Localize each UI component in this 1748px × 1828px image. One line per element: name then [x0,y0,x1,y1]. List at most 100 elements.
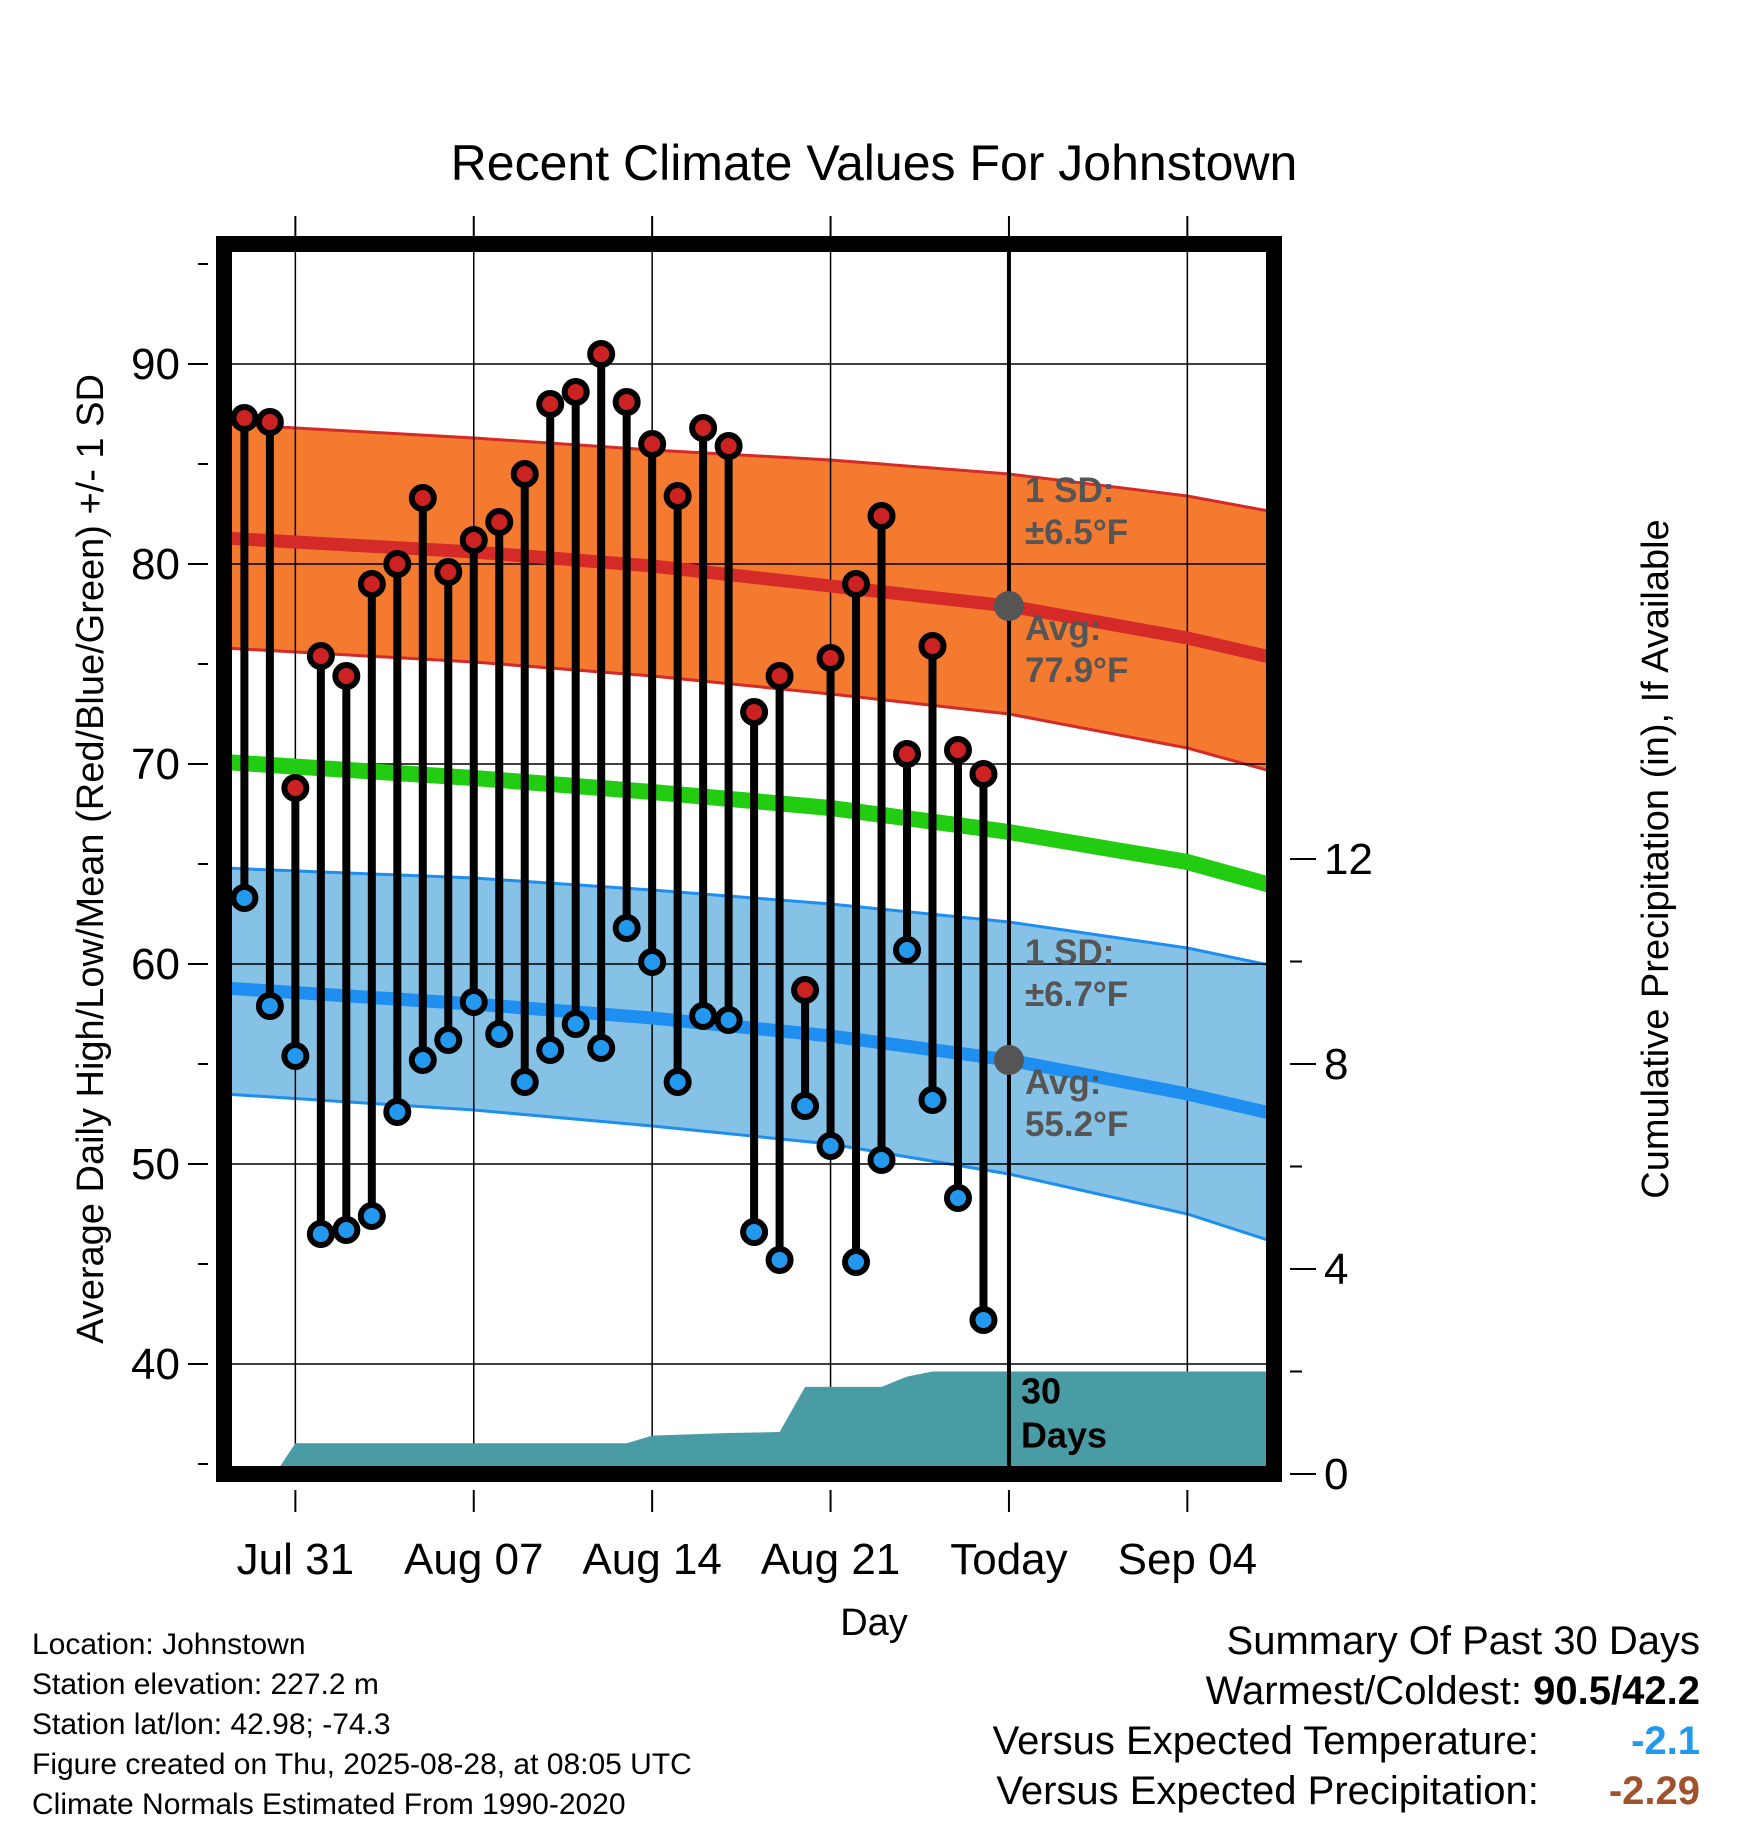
high-marker-day-2 [255,408,284,436]
high-marker-day-29 [943,736,972,764]
low-avg-label: Avg: [1025,1063,1101,1102]
low-marker-day-11 [485,1020,514,1048]
high-marker-day-8 [408,484,437,512]
y2-tick-label-0: 0 [1324,1450,1348,1499]
high-sd-value: ±6.5°F [1025,513,1128,552]
high-marker-day-7 [383,550,412,578]
low-marker-day-6 [357,1202,386,1230]
low-marker-day-27 [893,936,922,964]
high-marker-day-13 [536,390,565,418]
x-tick-label-31: Today [950,1535,1067,1584]
y2-tick-label-4: 4 [1324,1245,1348,1294]
y-axis-label: Average Daily High/Low/Mean (Red/Blue/Gr… [70,374,112,1344]
low-marker-day-25 [842,1248,871,1276]
high-avg-dot [993,591,1024,621]
station-metadata: Location: Johnstown Station elevation: 2… [32,1625,692,1825]
y-tick-label-90: 90 [131,340,180,389]
high-marker-day-6 [357,570,386,598]
low-marker-day-18 [663,1068,692,1096]
x-tick-label-3: Jul 31 [237,1535,354,1584]
warm-cold-value: 90.5/42.2 [1533,1669,1700,1713]
high-marker-day-1 [230,404,259,432]
high-marker-day-23 [791,976,820,1004]
daily-stems [240,354,988,1320]
axis-ticks: 40 50 60 70 80 90 0 4 8 12 Jul 31 Aug 07 Aug 14 Aug 2… [131,216,1373,1584]
high-marker-day-19 [689,414,718,442]
low-marker-day-5 [332,1216,361,1244]
low-marker-day-19 [689,1002,718,1030]
low-marker-day-10 [459,988,488,1016]
low-marker-day-13 [536,1036,565,1064]
y2-tick-label-12: 12 [1324,835,1373,884]
low-marker-day-26 [867,1146,896,1174]
x-tick-label-38: Sep 04 [1118,1535,1257,1584]
summary-heading: Summary Of Past 30 Days [1226,1619,1700,1663]
low-marker-day-9 [434,1026,463,1054]
days-count: 30 [1021,1371,1061,1412]
y-tick-label-60: 60 [131,940,180,989]
low-marker-day-1 [230,884,259,912]
high-marker-day-11 [485,508,514,536]
low-marker-day-30 [969,1306,998,1334]
high-avg-label: Avg: [1025,609,1101,648]
high-marker-day-16 [612,388,641,416]
warm-cold-label: Warmest/Coldest: [1205,1669,1523,1713]
high-marker-day-3 [281,774,310,802]
summary-temp-row: Versus Expected Temperature: -2.1 [993,1716,1700,1766]
low-marker-day-24 [816,1132,845,1160]
x-tick-label-24: Aug 21 [761,1535,900,1584]
high-marker-day-15 [587,340,616,368]
high-marker-day-17 [638,430,667,458]
y-tick-label-40: 40 [131,1340,180,1389]
normals-text: Climate Normals Estimated From 1990-2020 [32,1788,626,1821]
band-annotations: 1 SD: ±6.5°F Avg: 77.9°F 1 SD: ±6.7°F Av… [993,471,1129,1456]
high-marker-day-27 [893,740,922,768]
low-marker-day-4 [306,1220,335,1248]
low-marker-day-7 [383,1098,412,1126]
low-marker-day-17 [638,948,667,976]
temp-anomaly-label: Versus Expected Temperature: [992,1719,1539,1763]
low-sd-value: ±6.7°F [1025,975,1128,1014]
days-word: Days [1021,1415,1107,1456]
high-marker-day-5 [332,662,361,690]
high-sd-band [224,424,1274,772]
high-sd-label: 1 SD: [1025,471,1114,510]
created-text: Figure created on Thu, 2025-08-28, at 08… [32,1748,692,1781]
low-marker-day-8 [408,1046,437,1074]
x-tick-label-10: Aug 07 [404,1535,543,1584]
summary-panel: Summary Of Past 30 Days Warmest/Coldest:… [993,1616,1700,1816]
high-marker-day-26 [867,502,896,530]
x-tick-label-17: Aug 14 [582,1535,721,1584]
high-marker-day-10 [459,526,488,554]
low-marker-day-16 [612,914,641,942]
low-marker-day-21 [740,1218,769,1246]
high-marker-day-12 [510,460,539,488]
high-marker-day-18 [663,482,692,510]
low-marker-day-15 [587,1034,616,1062]
x-axis-label: Day [840,1602,908,1644]
precipitation-area [224,1371,1274,1474]
low-sd-band [224,868,1274,1242]
low-marker-day-3 [281,1042,310,1070]
low-avg-dot [993,1045,1024,1075]
normal-mean-line [223,754,1277,894]
low-marker-day-14 [561,1010,590,1038]
high-marker-day-28 [918,632,947,660]
y-tick-label-80: 80 [131,540,180,589]
high-avg-value: 77.9°F [1025,651,1129,690]
summary-warm-cold-row: Warmest/Coldest: 90.5/42.2 [993,1666,1700,1716]
plot-frame [216,236,1282,1482]
precip-anomaly-label: Versus Expected Precipitation: [996,1769,1539,1813]
high-marker-day-25 [842,570,871,598]
y2-tick-label-8: 8 [1324,1040,1348,1089]
high-marker-day-21 [740,698,769,726]
high-marker-day-30 [969,760,998,788]
plot-border [216,236,1282,1482]
low-marker-day-22 [765,1246,794,1274]
low-marker-day-12 [510,1068,539,1096]
low-marker-day-29 [943,1184,972,1212]
chart-title: Recent Climate Values For Johnstown [451,135,1298,191]
low-marker-day-20 [714,1006,743,1034]
gridlines [224,244,1274,1474]
